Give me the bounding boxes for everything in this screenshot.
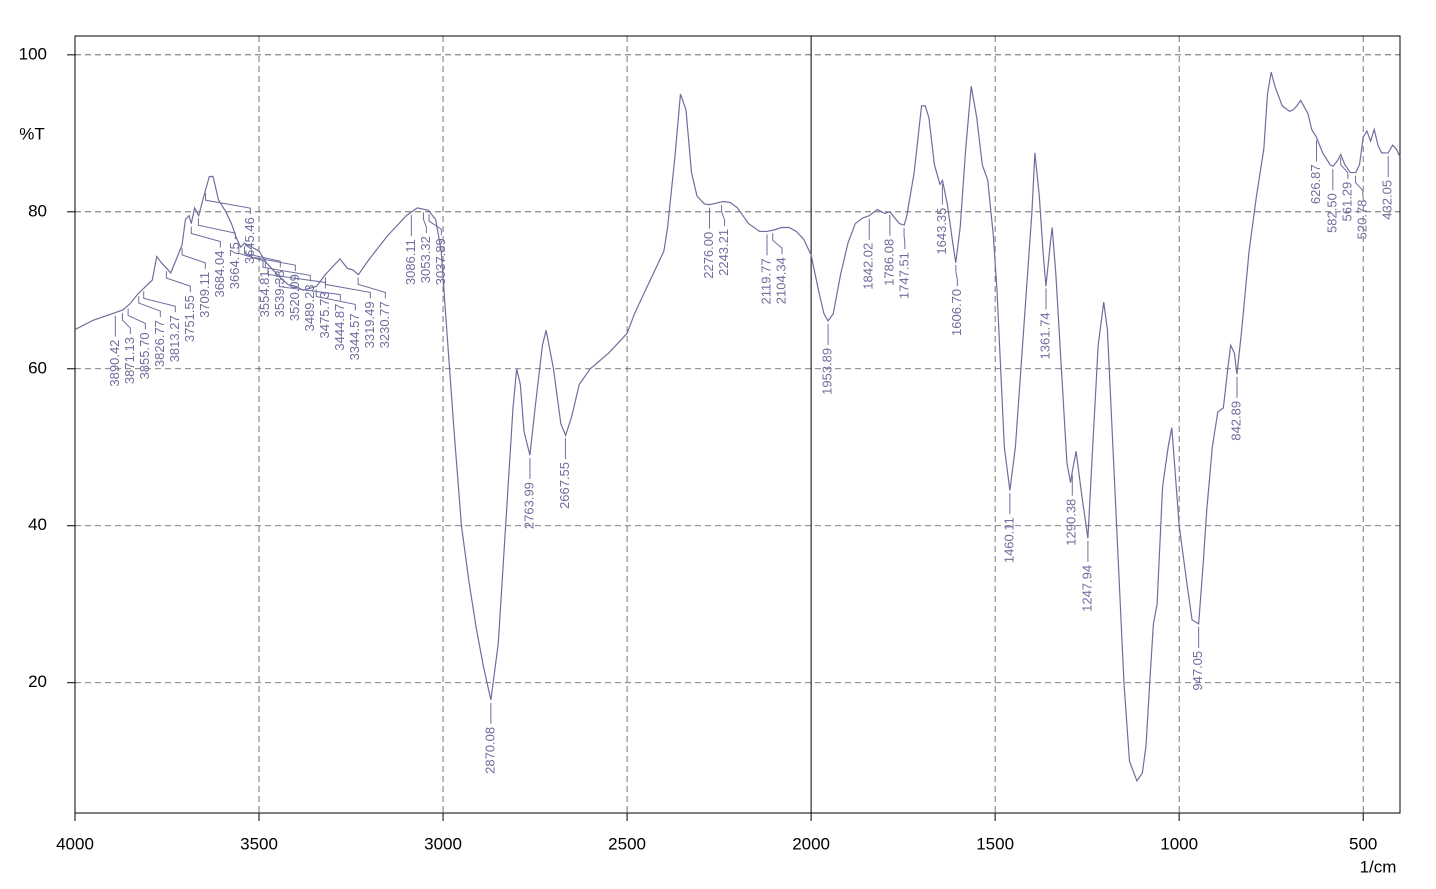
peak-label: 3475.73 xyxy=(317,291,332,338)
peak-label: 3489.23 xyxy=(302,284,317,331)
peak-label: 1361.74 xyxy=(1037,312,1052,359)
peak-label: 1606.70 xyxy=(949,289,964,336)
peak-label: 3230.77 xyxy=(377,301,392,348)
peak-label: 1953.89 xyxy=(820,348,835,395)
peak-leader xyxy=(357,277,386,299)
peak-label: 1842.02 xyxy=(861,243,876,290)
peak-leader xyxy=(721,204,726,226)
peak-leader xyxy=(138,296,161,318)
peak-label: 2104.34 xyxy=(773,257,788,304)
peak-label: 3086.11 xyxy=(403,239,418,285)
x-tick-label: 3500 xyxy=(240,834,278,853)
peak-label: 3539.38 xyxy=(272,270,287,317)
peak-label: 3813.27 xyxy=(167,315,182,362)
peak-leader xyxy=(181,247,206,269)
peak-leader xyxy=(190,226,221,248)
peak-label: 3890.42 xyxy=(107,340,122,387)
peak-leader xyxy=(127,308,146,330)
peak-label: 3053.32 xyxy=(418,236,433,283)
spectrum-line xyxy=(74,71,1401,783)
peak-label: 626.87 xyxy=(1308,164,1323,204)
peak-leader xyxy=(204,193,251,215)
peak-leader xyxy=(1355,175,1364,197)
peak-label: 2870.08 xyxy=(482,727,497,774)
peak-label: 3751.55 xyxy=(182,295,197,342)
x-tick-label: 1000 xyxy=(1160,834,1198,853)
peak-label: 432.05 xyxy=(1380,180,1395,220)
peak-leader xyxy=(324,277,371,299)
peak-label: 3709.11 xyxy=(197,272,212,318)
peak-label: 3871.13 xyxy=(122,337,137,384)
x-axis-label: 1/cm xyxy=(1360,857,1397,876)
peak-label: 1290.38 xyxy=(1064,499,1079,546)
peak-leader xyxy=(251,250,296,272)
peak-leader xyxy=(1340,157,1349,179)
y-tick-label: 20 xyxy=(28,672,47,691)
peak-label: 2243.21 xyxy=(716,229,731,276)
peak-label: 1747.51 xyxy=(896,252,911,299)
x-tick-label: 4000 xyxy=(56,834,94,853)
peak-leader xyxy=(428,214,442,236)
x-tick-label: 2500 xyxy=(608,834,646,853)
peak-label: 947.05 xyxy=(1190,651,1205,691)
peak-label: 561.29 xyxy=(1339,182,1354,222)
peak-label: 2763.99 xyxy=(521,482,536,529)
peak-leader xyxy=(121,313,131,335)
y-tick-label: 80 xyxy=(28,201,47,220)
peak-label: 3826.77 xyxy=(152,320,167,367)
peak-label: 1643.35 xyxy=(934,208,949,255)
peak-leader xyxy=(315,289,356,311)
y-tick-label: 100 xyxy=(19,44,47,63)
y-tick-label: 40 xyxy=(28,515,47,534)
peak-leader xyxy=(143,291,176,313)
peak-label: 3554.81 xyxy=(257,270,272,317)
peak-label: 2667.55 xyxy=(557,462,572,509)
peak-leader xyxy=(278,279,341,301)
peak-leader xyxy=(165,271,191,293)
peak-leader xyxy=(955,264,958,286)
peak-leader xyxy=(903,228,906,250)
x-tick-label: 3000 xyxy=(424,834,462,853)
peak-label: 582.50 xyxy=(1324,193,1339,233)
x-tick-label: 2000 xyxy=(792,834,830,853)
peak-label: 3319.49 xyxy=(362,301,377,348)
peak-label: 1247.94 xyxy=(1079,565,1094,612)
peak-leader xyxy=(197,218,236,240)
peak-leader xyxy=(267,267,326,289)
peak-label: 3344.57 xyxy=(347,313,362,360)
peak-label: 3037.89 xyxy=(433,238,448,285)
peak-label: 3855.70 xyxy=(137,332,152,379)
peak-leader xyxy=(262,260,311,282)
peak-label: 520.78 xyxy=(1354,200,1369,240)
peak-leader xyxy=(422,212,427,234)
plot-frame xyxy=(74,35,1401,814)
peak-label: 1786.08 xyxy=(881,239,896,286)
peak-label: 2119.77 xyxy=(758,258,773,304)
y-axis-label: %T xyxy=(19,124,45,143)
peak-label: 1460.11 xyxy=(1001,517,1016,563)
x-tick-label: 1500 xyxy=(976,834,1014,853)
peak-leader xyxy=(772,233,783,255)
peak-label: 2276.00 xyxy=(701,232,716,279)
peak-label: 842.89 xyxy=(1228,401,1243,441)
peak-label: 3645.46 xyxy=(242,217,257,264)
peak-label: 3664.75 xyxy=(227,242,242,289)
peak-label: 3444.87 xyxy=(332,304,347,351)
y-tick-label: 60 xyxy=(28,358,47,377)
peak-label: 3684.04 xyxy=(212,251,227,298)
x-tick-label: 500 xyxy=(1349,834,1377,853)
peak-label: 3520.09 xyxy=(287,274,302,321)
peak-leader xyxy=(244,246,281,268)
